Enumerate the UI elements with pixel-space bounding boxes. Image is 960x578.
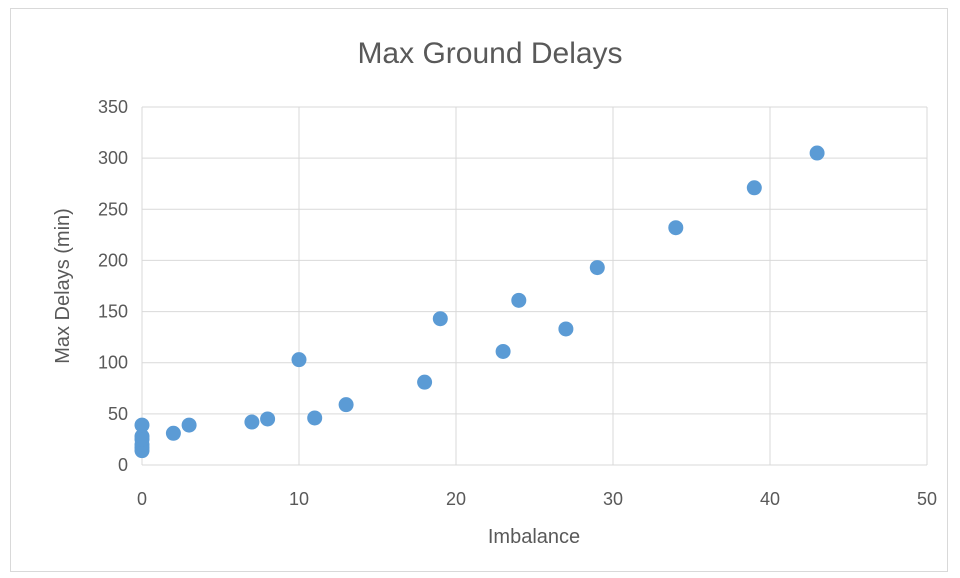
y-tick-label: 50 [108,404,128,424]
data-point [668,220,684,236]
data-point [244,414,260,430]
y-tick-label: 200 [98,250,128,270]
chart-title: Max Ground Delays [357,37,622,70]
x-tick-label: 20 [446,489,466,509]
x-tick-label: 10 [289,489,309,509]
data-point [134,417,150,433]
x-tick-label: 50 [917,489,937,509]
data-point [589,260,605,276]
data-points [134,145,825,459]
data-point [809,145,825,161]
data-point [307,410,323,426]
x-tick-label: 40 [760,489,780,509]
y-tick-label: 100 [98,353,128,373]
axes [141,107,927,466]
data-point [432,311,448,327]
data-point [291,352,307,368]
x-axis-title: Imbalance [488,526,580,548]
data-point [495,343,511,359]
y-tick-label: 150 [98,302,128,322]
y-tick-label: 250 [98,199,128,219]
chart-frame [10,8,948,572]
data-point [260,411,276,427]
x-tick-label: 0 [137,489,147,509]
y-tick-label: 300 [98,148,128,168]
tick-labels: 0 50 100 150 200 250 300 350 0 10 20 30 40 50 [98,97,937,509]
data-point [558,321,574,337]
x-tick-label: 30 [603,489,623,509]
data-point [746,180,762,196]
data-point [134,428,150,444]
data-point [511,292,527,308]
data-point [338,397,354,413]
data-point [165,425,181,441]
y-axis-title: Max Delays (min) [52,208,74,364]
y-tick-label: 0 [118,455,128,475]
data-point [181,417,197,433]
data-point [417,374,433,390]
y-tick-label: 350 [98,97,128,117]
gridlines [142,106,928,465]
